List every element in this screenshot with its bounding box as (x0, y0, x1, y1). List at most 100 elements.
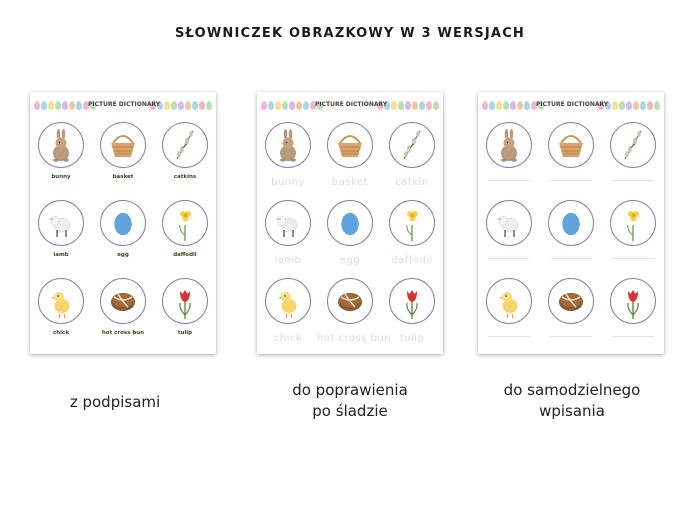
easter-eggs-decoration (377, 101, 439, 111)
caption-line: po śladzie (312, 402, 388, 420)
egg-decoration-icon (55, 101, 61, 110)
writing-line (612, 180, 654, 181)
lamb-icon (497, 216, 519, 237)
egg-decoration-icon (76, 101, 82, 110)
dictionary-item-basket (540, 122, 602, 198)
egg-decoration-icon (275, 101, 281, 110)
easter-eggs-decoration (261, 101, 323, 111)
egg-icon (100, 200, 146, 246)
dictionary-item-tulip: tulip (154, 278, 216, 354)
basket-icon (327, 122, 373, 168)
dictionary-item-chick (478, 278, 540, 354)
trace-label: lamb (274, 255, 302, 266)
dictionary-item-daffodil (602, 200, 664, 276)
worksheet-trace: PICTURE DICTIONARY bunny basket catkin lamb e… (257, 92, 443, 354)
dictionary-item-chick: chick (257, 278, 319, 354)
trace-label: daffodil (391, 255, 433, 266)
bunny-icon (53, 129, 69, 162)
sheet-header: PICTURE DICTIONARY (257, 98, 443, 114)
daffodil-icon (406, 211, 418, 241)
egg-icon (562, 212, 580, 236)
egg-decoration-icon (83, 101, 89, 110)
catkins-icon (403, 130, 421, 160)
trace-label: basket (331, 177, 369, 188)
egg-decoration-icon (150, 101, 156, 110)
egg-decoration-icon (517, 101, 523, 110)
writing-line (550, 258, 592, 259)
egg-decoration-icon (377, 101, 383, 110)
egg-decoration-icon (192, 101, 198, 110)
dictionary-item-hot-cross-bun: hot cross bun (92, 278, 154, 354)
egg-decoration-icon (41, 101, 47, 110)
bunny-icon (38, 122, 84, 168)
dictionary-item-lamb: lamb (257, 200, 319, 276)
sheet-title: PICTURE DICTIONARY (536, 101, 609, 108)
egg-decoration-icon (654, 101, 660, 110)
egg-decoration-icon (489, 101, 495, 110)
egg-decoration-icon (164, 101, 170, 110)
hot-cross-bun-icon (327, 278, 373, 324)
dictionary-item-egg: egg (319, 200, 381, 276)
egg-decoration-icon (178, 101, 184, 110)
easter-eggs-decoration (150, 101, 212, 111)
daffodil-icon (610, 200, 656, 246)
hot-cross-bun-icon (111, 293, 135, 311)
item-label: hot cross bun (101, 330, 145, 336)
caption-blank: do samodzielnego wpisania (472, 380, 672, 422)
dictionary-item-egg: egg (92, 200, 154, 276)
dictionary-item-egg (540, 200, 602, 276)
tulip-icon (162, 278, 208, 324)
trace-label: tulip (399, 333, 425, 344)
egg-decoration-icon (496, 101, 502, 110)
egg-decoration-icon (426, 101, 432, 110)
caption-trace: do poprawienia po śladzie (250, 380, 450, 422)
lamb-icon (265, 200, 311, 246)
worksheet-labeled: PICTURE DICTIONARY bunny basket catkins lamb… (30, 92, 216, 354)
writing-line (612, 258, 654, 259)
egg-decoration-icon (34, 101, 40, 110)
hot-cross-bun-icon (100, 278, 146, 324)
chick-icon (486, 278, 532, 324)
egg-decoration-icon (405, 101, 411, 110)
egg-decoration-icon (310, 101, 316, 110)
writing-line (488, 336, 530, 337)
egg-decoration-icon (647, 101, 653, 110)
writing-line (550, 336, 592, 337)
egg-decoration-icon (524, 101, 530, 110)
item-label: chick (53, 330, 69, 336)
chick-icon (499, 292, 518, 319)
lamb-icon (49, 216, 71, 237)
egg-decoration-icon (626, 101, 632, 110)
trace-label: chick (273, 333, 303, 344)
egg-decoration-icon (296, 101, 302, 110)
sheet-header: PICTURE DICTIONARY (478, 98, 664, 114)
catkins-icon (624, 130, 642, 160)
writing-line (488, 258, 530, 259)
dictionary-item-daffodil: daffodil (381, 200, 443, 276)
egg-decoration-icon (598, 101, 604, 110)
egg-decoration-icon (612, 101, 618, 110)
egg-decoration-icon (317, 101, 323, 110)
lamb-icon (38, 200, 84, 246)
egg-decoration-icon (640, 101, 646, 110)
egg-decoration-icon (268, 101, 274, 110)
caption-line: do samodzielnego (503, 381, 641, 399)
dictionary-item-hot-cross-bun: hot cross bun (317, 278, 391, 354)
chick-icon (265, 278, 311, 324)
egg-decoration-icon (171, 101, 177, 110)
daffodil-icon (389, 200, 435, 246)
egg-decoration-icon (62, 101, 68, 110)
worksheet-blank: PICTURE DICTIONARY (478, 92, 664, 354)
daffodil-icon (179, 211, 191, 241)
egg-decoration-icon (433, 101, 439, 110)
item-label: lamb (53, 252, 69, 258)
egg-decoration-icon (510, 101, 516, 110)
dictionary-item-daffodil: daffodil (154, 200, 216, 276)
egg-decoration-icon (538, 101, 544, 110)
egg-decoration-icon (90, 101, 96, 110)
writing-line (550, 180, 592, 181)
bunny-icon (486, 122, 532, 168)
easter-eggs-decoration (34, 101, 96, 111)
sheet-title: PICTURE DICTIONARY (315, 101, 388, 108)
dictionary-item-bunny: bunny (30, 122, 92, 198)
